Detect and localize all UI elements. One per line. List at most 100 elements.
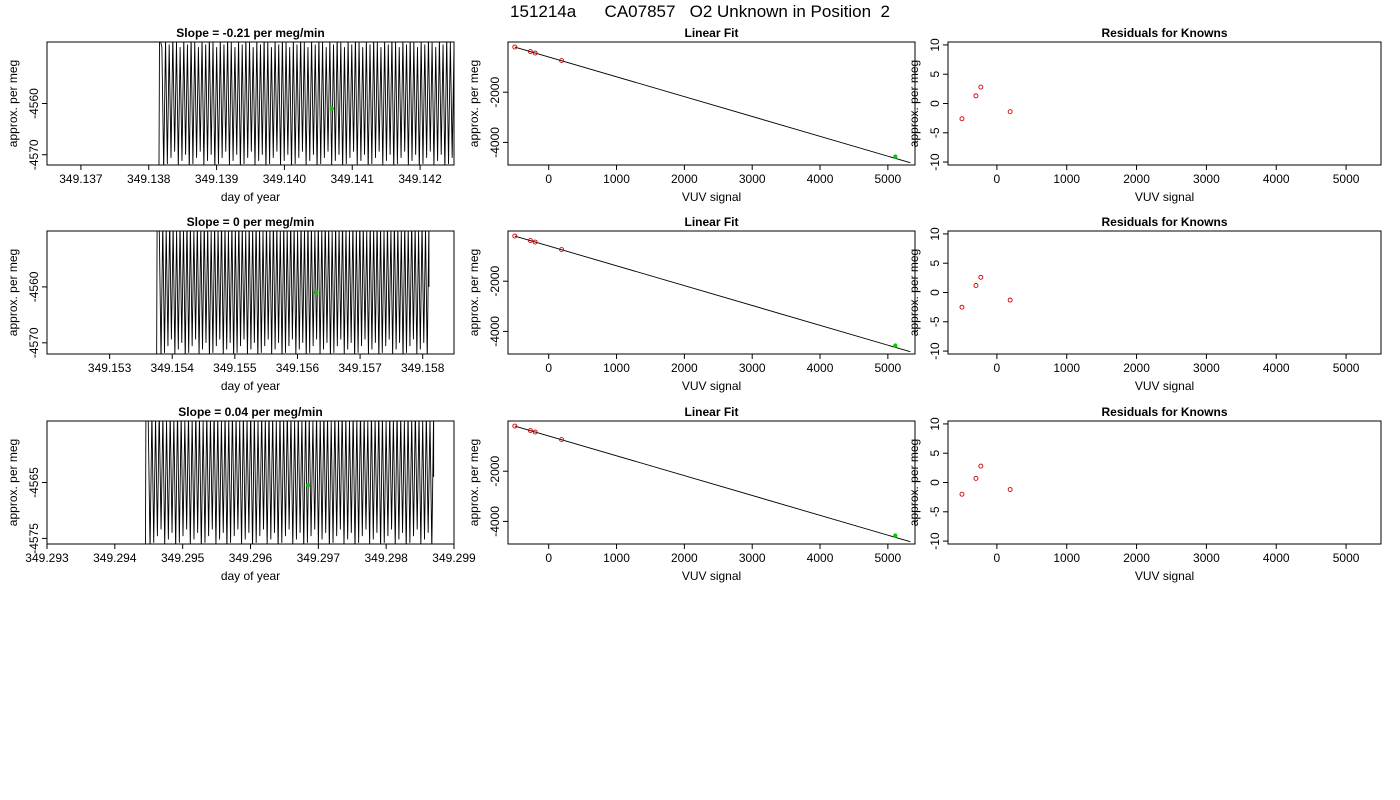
timeseries-xtick-label: 349.157	[338, 361, 382, 375]
residuals-xtick-label: 2000	[1123, 172, 1150, 186]
linear-fit-xlabel: VUV signal	[682, 190, 741, 204]
linear-fit-xtick-label: 0	[545, 172, 552, 186]
timeseries-ytick-label: -4565	[27, 467, 41, 498]
linear-fit-frame	[507, 420, 916, 545]
known-standard-point	[527, 238, 533, 243]
residuals-xtick-label: 5000	[1333, 172, 1360, 186]
residuals-xtick-label: 1000	[1053, 361, 1080, 375]
residual-point	[1007, 109, 1013, 115]
timeseries-frame	[46, 230, 455, 355]
residuals-ytick-label: 10	[928, 227, 942, 241]
known-standard-point	[559, 58, 565, 64]
linear-fit-ylabel: approx. per meg	[467, 249, 481, 336]
timeseries-xlabel: day of year	[221, 569, 280, 583]
residuals-xtick-label: 2000	[1123, 551, 1150, 565]
residuals-frame	[947, 41, 1382, 166]
linear-fit-xtick-label: 2000	[671, 172, 698, 186]
residuals-ylabel: approx. per meg	[907, 249, 921, 336]
residuals-xtick-label: 1000	[1053, 551, 1080, 565]
timeseries-title: Slope = -0.21 per meg/min	[176, 26, 324, 40]
linear-fit-frame	[507, 41, 916, 166]
linear-fit-xtick-label: 2000	[671, 361, 698, 375]
residuals-xtick-label: 5000	[1333, 361, 1360, 375]
fit-line	[514, 425, 911, 543]
timeseries-xtick-label: 349.140	[263, 172, 307, 186]
residual-point	[1007, 297, 1013, 303]
timeseries-title: Slope = 0.04 per meg/min	[178, 405, 322, 419]
residuals-xlabel: VUV signal	[1135, 190, 1194, 204]
residuals-ytick-label: 5	[928, 71, 942, 78]
timeseries-ytick-label: -4570	[27, 139, 41, 170]
linear-fit-xtick-label: 0	[545, 551, 552, 565]
known-standard-point	[532, 50, 538, 56]
timeseries-ylabel: approx. per meg	[6, 60, 20, 147]
residuals-xtick-label: 3000	[1193, 551, 1220, 565]
linear-fit-xtick-label: 4000	[807, 172, 834, 186]
linear-fit-ytick-label: -2000	[488, 77, 502, 108]
known-standard-point	[512, 44, 518, 50]
residuals-xlabel: VUV signal	[1135, 379, 1194, 393]
residuals-ytick-label: 0	[928, 100, 942, 107]
known-standard-point	[532, 429, 538, 435]
linear-fit-xtick-label: 1000	[603, 172, 630, 186]
residuals-xtick-label: 3000	[1193, 361, 1220, 375]
timeseries-title: Slope = 0 per meg/min	[187, 215, 315, 229]
unknown-point-marker	[893, 343, 898, 348]
linear-fit-ytick-label: -2000	[488, 266, 502, 297]
timeseries-trace	[144, 421, 435, 544]
residuals-title: Residuals for Knowns	[1101, 215, 1227, 229]
unknown-point-marker	[314, 290, 319, 295]
linear-fit-xtick-label: 4000	[807, 551, 834, 565]
timeseries-xtick-label: 349.155	[213, 361, 257, 375]
residual-point	[959, 491, 965, 497]
linear-fit-xtick-label: 3000	[739, 172, 766, 186]
residual-point	[978, 84, 984, 90]
timeseries-xtick-label: 349.141	[331, 172, 375, 186]
timeseries-ytick-label: -4575	[27, 523, 41, 554]
linear-fit-title: Linear Fit	[684, 405, 738, 419]
linear-fit-ytick-label: -4000	[488, 506, 502, 537]
timeseries-xtick-label: 349.139	[195, 172, 239, 186]
known-standard-point	[512, 233, 518, 239]
linear-fit-xtick-label: 3000	[739, 551, 766, 565]
timeseries-ytick-label: -4560	[27, 88, 41, 119]
known-standard-point	[559, 247, 565, 253]
residuals-xlabel: VUV signal	[1135, 569, 1194, 583]
timeseries-xtick-label: 349.299	[432, 551, 476, 565]
linear-fit-title: Linear Fit	[684, 215, 738, 229]
residuals-xtick-label: 4000	[1263, 172, 1290, 186]
timeseries-xtick-label: 349.298	[364, 551, 408, 565]
linear-fit-xtick-label: 3000	[739, 361, 766, 375]
residuals-xtick-label: 2000	[1123, 361, 1150, 375]
residuals-title: Residuals for Knowns	[1101, 405, 1227, 419]
residuals-ylabel: approx. per meg	[907, 439, 921, 526]
residuals-title: Residuals for Knowns	[1101, 26, 1227, 40]
linear-fit-ytick-label: -4000	[488, 316, 502, 347]
residuals-xtick-label: 0	[994, 361, 1001, 375]
timeseries-ytick-label: -4570	[27, 327, 41, 358]
timeseries-xtick-label: 349.158	[401, 361, 445, 375]
linear-fit-xtick-label: 4000	[807, 361, 834, 375]
timeseries-ylabel: approx. per meg	[6, 249, 20, 336]
linear-fit-xtick-label: 0	[545, 361, 552, 375]
timeseries-xlabel: day of year	[221, 379, 280, 393]
residuals-xtick-label: 1000	[1053, 172, 1080, 186]
timeseries-trace	[158, 42, 454, 165]
linear-fit-frame	[507, 230, 916, 355]
residuals-xtick-label: 4000	[1263, 551, 1290, 565]
timeseries-ytick-label: -4560	[27, 271, 41, 302]
timeseries-xlabel: day of year	[221, 190, 280, 204]
residuals-xtick-label: 4000	[1263, 361, 1290, 375]
residuals-ytick-label: 10	[928, 38, 942, 52]
residuals-xtick-label: 0	[994, 551, 1001, 565]
timeseries-xtick-label: 349.293	[25, 551, 69, 565]
timeseries-xtick-label: 349.296	[229, 551, 273, 565]
linear-fit-xtick-label: 5000	[875, 361, 902, 375]
residuals-ytick-label: 5	[928, 450, 942, 457]
residuals-ytick-label: 5	[928, 260, 942, 267]
page-title: 151214a CA07857 O2 Unknown in Position 2	[510, 2, 890, 21]
residual-point	[978, 463, 984, 469]
timeseries-xtick-label: 349.297	[297, 551, 341, 565]
timeseries-xtick-label: 349.295	[161, 551, 205, 565]
